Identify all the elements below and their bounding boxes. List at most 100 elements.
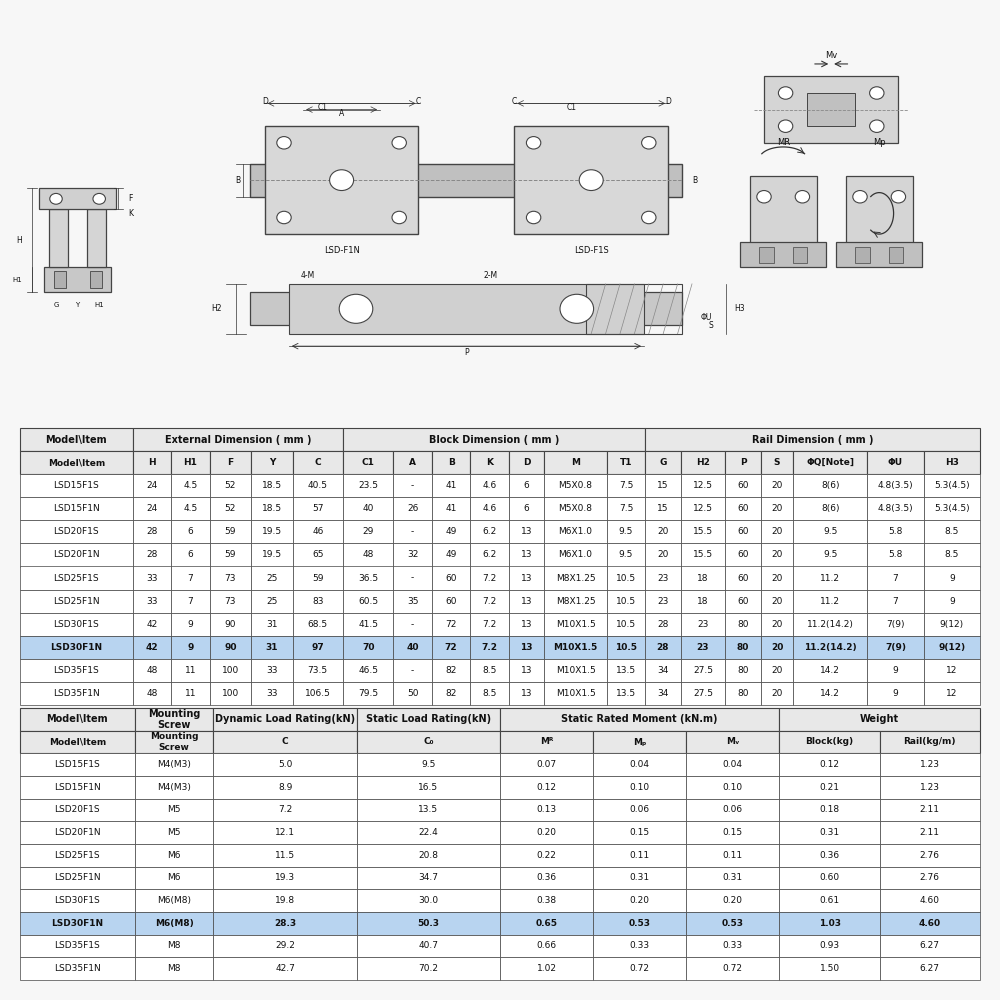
Bar xyxy=(251,590,293,613)
Text: 11.5: 11.5 xyxy=(275,851,295,860)
Text: 79.5: 79.5 xyxy=(358,689,378,698)
Bar xyxy=(293,682,343,705)
Bar xyxy=(470,590,509,613)
Text: Model\Item: Model\Item xyxy=(49,738,106,746)
Text: 83: 83 xyxy=(312,597,324,606)
Text: 41: 41 xyxy=(445,481,457,490)
Text: 18.5: 18.5 xyxy=(262,504,282,513)
Bar xyxy=(213,821,357,844)
Bar xyxy=(357,844,500,867)
Bar xyxy=(133,566,171,590)
Text: 19.3: 19.3 xyxy=(275,874,295,882)
Bar xyxy=(793,566,867,590)
Bar xyxy=(645,566,681,590)
Text: 19.5: 19.5 xyxy=(262,527,282,536)
Bar xyxy=(213,912,357,935)
Text: 97: 97 xyxy=(311,643,324,652)
Bar xyxy=(924,566,980,590)
Circle shape xyxy=(891,191,906,203)
Bar xyxy=(251,474,293,497)
Bar xyxy=(500,912,593,935)
Text: M6: M6 xyxy=(167,874,181,882)
Text: Y: Y xyxy=(269,458,275,467)
Bar xyxy=(343,682,393,705)
Text: 7.2: 7.2 xyxy=(278,806,292,814)
Bar xyxy=(686,731,779,753)
Text: 6: 6 xyxy=(187,550,193,559)
Text: Mounting
Screw: Mounting Screw xyxy=(148,709,200,730)
Text: 1.03: 1.03 xyxy=(819,919,841,928)
Bar xyxy=(544,613,607,636)
Text: M8X1.25: M8X1.25 xyxy=(556,597,595,606)
Text: 4.60: 4.60 xyxy=(919,919,941,928)
Bar xyxy=(761,520,793,543)
Text: M4(M3): M4(M3) xyxy=(157,760,191,769)
Bar xyxy=(500,753,593,776)
Bar xyxy=(593,753,686,776)
Text: 13: 13 xyxy=(521,689,532,698)
Bar xyxy=(210,566,251,590)
Text: M4(M3): M4(M3) xyxy=(157,783,191,792)
Bar xyxy=(867,451,924,474)
Text: 60: 60 xyxy=(737,597,749,606)
Text: External Dimension ( mm ): External Dimension ( mm ) xyxy=(165,435,311,445)
Bar xyxy=(645,520,681,543)
Bar xyxy=(867,590,924,613)
Text: 31: 31 xyxy=(266,620,278,629)
Text: 0.38: 0.38 xyxy=(537,896,557,905)
Bar xyxy=(357,776,500,799)
Text: 9: 9 xyxy=(949,574,955,583)
Text: 11.2: 11.2 xyxy=(820,597,840,606)
Bar xyxy=(393,636,432,659)
Circle shape xyxy=(277,137,291,149)
Bar xyxy=(470,497,509,520)
Text: 73: 73 xyxy=(225,597,236,606)
Text: 9.5: 9.5 xyxy=(619,550,633,559)
Text: 8.5: 8.5 xyxy=(945,550,959,559)
Bar xyxy=(213,708,357,731)
Text: 15.5: 15.5 xyxy=(693,527,713,536)
Bar xyxy=(470,682,509,705)
Text: 0.36: 0.36 xyxy=(819,851,840,860)
Text: 18.5: 18.5 xyxy=(262,481,282,490)
Bar xyxy=(761,451,793,474)
Text: 28: 28 xyxy=(146,550,158,559)
Circle shape xyxy=(93,193,105,204)
Bar xyxy=(133,428,343,451)
Bar xyxy=(509,682,544,705)
Text: 0.61: 0.61 xyxy=(819,896,840,905)
Circle shape xyxy=(757,191,771,203)
Circle shape xyxy=(339,294,373,323)
Text: Rail Dimension ( mm ): Rail Dimension ( mm ) xyxy=(752,435,873,445)
Text: 50: 50 xyxy=(407,689,418,698)
Bar xyxy=(509,659,544,682)
Bar xyxy=(686,799,779,821)
Circle shape xyxy=(870,120,884,132)
Text: 2.76: 2.76 xyxy=(920,874,940,882)
Bar xyxy=(544,474,607,497)
Bar xyxy=(20,497,133,520)
Bar xyxy=(393,451,432,474)
Text: 41.5: 41.5 xyxy=(358,620,378,629)
Bar xyxy=(432,497,470,520)
Text: 13.5: 13.5 xyxy=(418,806,438,814)
Text: 50.3: 50.3 xyxy=(417,919,439,928)
Text: 14.2: 14.2 xyxy=(820,666,840,675)
Text: 9.5: 9.5 xyxy=(823,527,838,536)
Bar xyxy=(135,753,213,776)
Bar xyxy=(213,867,357,889)
Text: 18: 18 xyxy=(697,597,709,606)
Text: 0.04: 0.04 xyxy=(723,760,743,769)
Bar xyxy=(171,682,210,705)
Text: 13: 13 xyxy=(521,550,532,559)
Bar xyxy=(393,474,432,497)
Bar xyxy=(779,889,880,912)
Bar xyxy=(686,935,779,957)
Bar xyxy=(20,867,135,889)
Bar xyxy=(393,520,432,543)
Text: ΦQ[Note]: ΦQ[Note] xyxy=(806,458,854,467)
Bar xyxy=(500,776,593,799)
Bar xyxy=(645,636,681,659)
Bar xyxy=(293,474,343,497)
Bar xyxy=(470,613,509,636)
